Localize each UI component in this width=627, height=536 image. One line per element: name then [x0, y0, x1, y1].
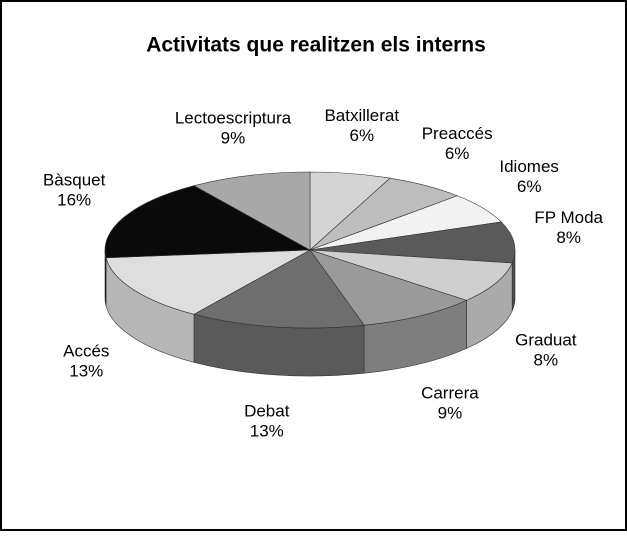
- slice-value-label: 13%: [250, 422, 284, 441]
- slice: [309, 221, 516, 264]
- slice: [105, 249, 311, 315]
- slice: [104, 185, 312, 259]
- slice-value-label: 6%: [517, 177, 542, 196]
- slice-value-label: 6%: [445, 144, 470, 163]
- slice-value-label: 9%: [438, 404, 463, 423]
- slice-label: FP Moda: [534, 208, 603, 227]
- slice: [193, 249, 365, 329]
- slice-value-label: 8%: [556, 228, 581, 247]
- slice-value-label: 6%: [349, 126, 374, 145]
- slice: [309, 249, 513, 301]
- slice-label: Lectoescriptura: [175, 109, 292, 128]
- slice-label: Graduat: [515, 331, 577, 350]
- slice-label: Carrera: [421, 384, 479, 403]
- slice-label: Preaccés: [422, 124, 493, 143]
- slice: [309, 249, 468, 326]
- slice-label: Bàsquet: [43, 171, 106, 190]
- slice-label: Accés: [63, 342, 109, 361]
- chart-title: Activitats que realitzen els interns: [146, 34, 486, 57]
- slice-value-label: 13%: [69, 362, 103, 381]
- slice-label: Debat: [244, 402, 290, 421]
- slice-label: Batxillerat: [324, 106, 399, 125]
- slice-value-label: 8%: [534, 351, 559, 370]
- slice-value-label: 16%: [57, 191, 91, 210]
- slice: [193, 171, 311, 251]
- slice-label: Idiomes: [499, 157, 559, 176]
- slice-value-label: 9%: [221, 129, 246, 148]
